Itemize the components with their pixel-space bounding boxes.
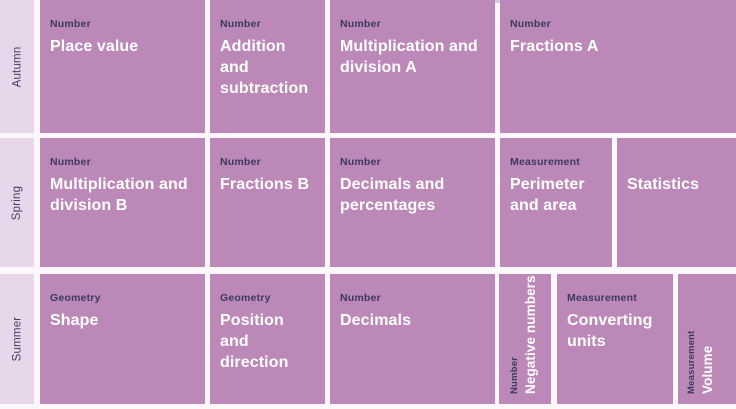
block-negative-numbers: Number Negative numbers <box>499 274 551 404</box>
term-label-spring: Spring <box>0 138 34 267</box>
term-label-summer: Summer <box>0 274 34 404</box>
term-label-text: Spring <box>11 185 24 220</box>
block-position-and-direction: Geometry Position and direction <box>210 274 325 404</box>
block-decimals: Number Decimals <box>330 274 495 404</box>
block-fractions-a: Number Fractions A <box>500 0 736 133</box>
block-category: Number <box>340 18 381 30</box>
block-title: Fractions B <box>220 176 310 193</box>
block-shape: Geometry Shape <box>40 274 205 404</box>
block-statistics: Statistics <box>617 138 736 267</box>
block-title: Perimeter and area <box>510 176 585 214</box>
block-title: Statistics <box>627 176 700 193</box>
block-addition-and-subtraction: Number Addition and subtraction <box>210 0 325 133</box>
block-category: Number <box>50 18 91 30</box>
block-title: Multiplication and division B <box>50 176 188 214</box>
block-category: Measurement <box>686 330 697 394</box>
block-title: Shape <box>50 312 99 329</box>
block-multiplication-division-a: Number Multiplication and division A <box>330 0 495 133</box>
block-place-value: Number Place value <box>40 0 205 133</box>
block-category: Number <box>220 18 261 30</box>
block-category: Geometry <box>50 292 101 304</box>
rotated-text-wrapper: Number Negative numbers <box>499 274 551 404</box>
block-category <box>627 156 728 169</box>
block-category: Number <box>510 18 551 30</box>
term-label-text: Autumn <box>11 46 23 87</box>
block-category: Geometry <box>220 292 271 304</box>
rotated-text-wrapper: Measurement Volume <box>678 274 736 404</box>
block-converting-units: Measurement Converting units <box>557 274 673 404</box>
block-category: Number <box>340 292 381 304</box>
block-category: Number <box>509 356 520 394</box>
block-title: Negative numbers <box>523 275 538 394</box>
term-label-text: Summer <box>11 316 23 362</box>
block-category: Number <box>340 156 381 168</box>
block-multiplication-division-b: Number Multiplication and division B <box>40 138 205 267</box>
block-title: Fractions A <box>510 38 599 55</box>
block-fractions-b: Number Fractions B <box>210 138 325 267</box>
block-title: Decimals and percentages <box>340 176 445 214</box>
block-title: Addition and subtraction <box>220 38 309 97</box>
block-title: Volume <box>700 345 715 394</box>
block-category: Number <box>50 156 91 168</box>
block-title: Converting units <box>567 312 653 350</box>
term-label-autumn: Autumn <box>0 0 34 133</box>
block-category: Measurement <box>567 292 637 304</box>
block-title: Multiplication and division A <box>340 38 478 76</box>
block-category: Number <box>220 156 261 168</box>
block-perimeter-and-area: Measurement Perimeter and area <box>500 138 612 267</box>
block-category: Measurement <box>510 156 580 168</box>
block-decimals-and-percentages: Number Decimals and percentages <box>330 138 495 267</box>
block-title: Place value <box>50 38 139 55</box>
block-volume: Measurement Volume <box>678 274 736 404</box>
block-title: Position and direction <box>220 312 289 371</box>
block-title: Decimals <box>340 312 412 329</box>
